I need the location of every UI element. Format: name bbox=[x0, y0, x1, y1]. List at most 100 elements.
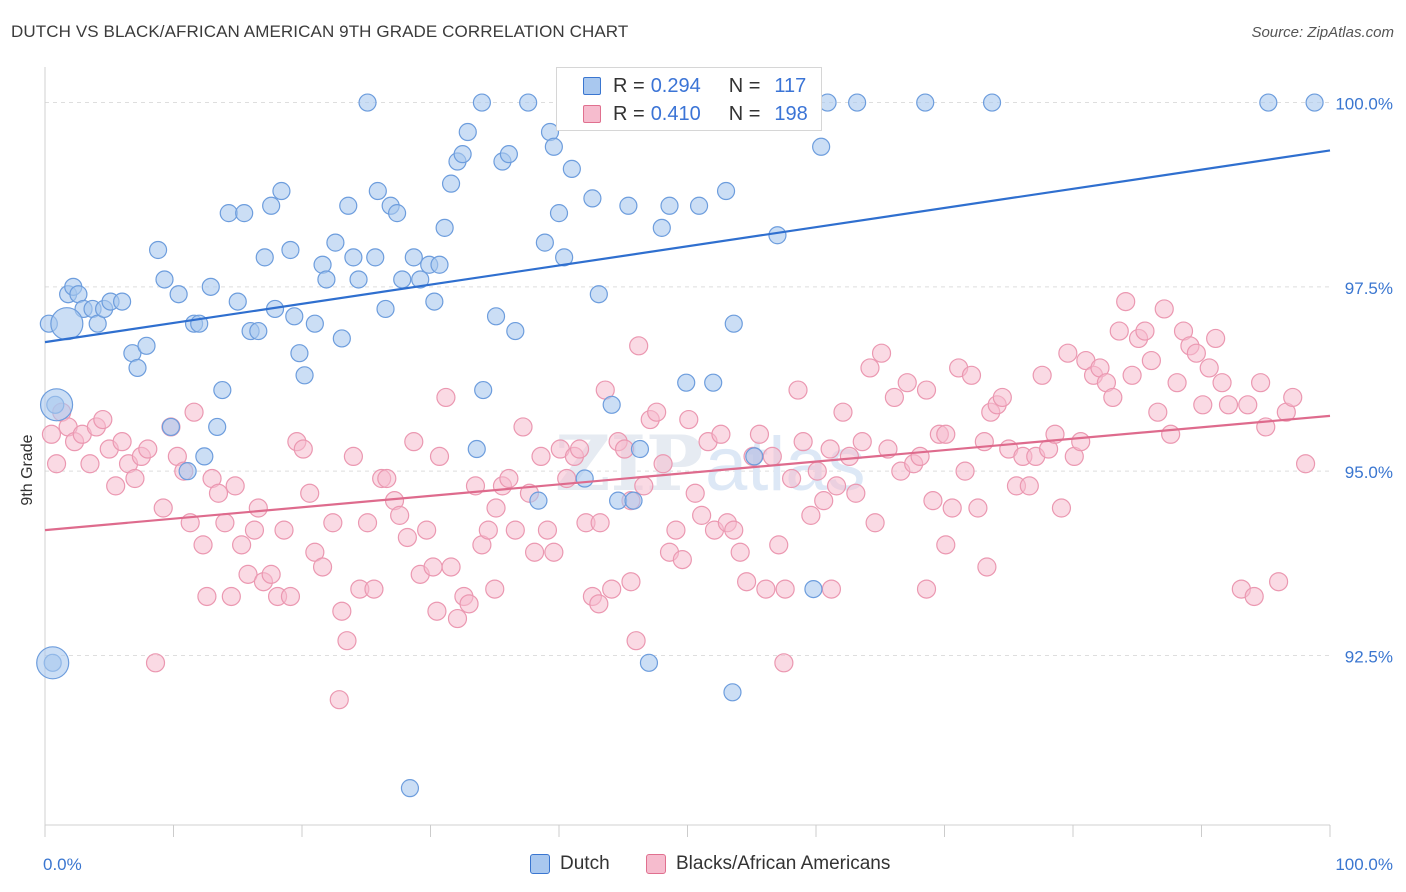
data-point-black bbox=[1193, 395, 1213, 415]
data-point-black bbox=[629, 336, 649, 356]
data-point-dutch bbox=[562, 159, 581, 178]
data-point-black bbox=[569, 439, 590, 459]
data-point-black bbox=[280, 586, 301, 607]
data-point-black bbox=[679, 409, 699, 430]
data-point-black bbox=[1167, 373, 1187, 393]
data-point-black bbox=[1199, 358, 1219, 378]
data-point-black bbox=[300, 483, 320, 503]
data-point-black bbox=[910, 446, 930, 467]
data-point-dutch bbox=[1305, 93, 1324, 112]
data-point-black bbox=[1045, 424, 1065, 444]
data-point-black bbox=[884, 387, 904, 408]
data-point-black bbox=[647, 402, 667, 422]
data-point-dutch bbox=[982, 93, 1002, 112]
data-point-black bbox=[1251, 373, 1271, 393]
y-tick-label: 100.0% bbox=[1335, 95, 1393, 114]
data-point-dutch bbox=[178, 462, 197, 481]
axis-labels: 92.5% 95.0% 97.5% 100.0% 0.0% 100.0% 9th Grade bbox=[19, 95, 1393, 874]
data-point-black bbox=[505, 520, 525, 540]
trend-lines bbox=[44, 149, 1331, 532]
data-point-dutch bbox=[441, 174, 461, 193]
stats-legend: R = 0.294 N = 117 R = 0.410 N = 198 bbox=[556, 67, 822, 131]
black-n-value: 198 bbox=[774, 102, 808, 125]
data-point-dutch bbox=[305, 314, 324, 333]
data-point-black bbox=[1218, 395, 1239, 415]
data-point-dutch bbox=[768, 226, 787, 245]
data-point-black bbox=[531, 446, 551, 467]
data-point-black bbox=[397, 527, 417, 548]
data-point-black bbox=[756, 579, 776, 599]
data-point-black bbox=[923, 491, 943, 511]
data-point-dutch bbox=[453, 145, 472, 164]
data-point-black bbox=[936, 535, 956, 555]
data-point-black bbox=[626, 631, 646, 651]
data-point-black bbox=[1019, 476, 1039, 496]
data-point-black bbox=[826, 476, 847, 496]
data-point-dutch bbox=[376, 299, 395, 319]
data-point-black bbox=[153, 498, 173, 518]
data-point-dutch bbox=[317, 270, 336, 289]
trend-line bbox=[44, 414, 1331, 532]
bottom-legend: Dutch Blacks/African Americans bbox=[0, 850, 1406, 878]
data-point-dutch bbox=[326, 233, 345, 252]
data-point-black bbox=[1161, 424, 1181, 444]
data-point-dutch bbox=[213, 380, 232, 400]
data-point-black bbox=[485, 579, 505, 599]
data-point-dutch bbox=[219, 204, 238, 223]
data-point-dutch bbox=[486, 307, 506, 326]
data-point-dutch bbox=[387, 204, 407, 223]
data-point-black bbox=[769, 535, 789, 555]
legend-black-label: Blacks/African Americans bbox=[676, 853, 891, 874]
data-point-dutch bbox=[704, 373, 723, 392]
data-point-black bbox=[774, 653, 794, 673]
data-point-dutch bbox=[544, 137, 563, 156]
data-point-black bbox=[238, 564, 258, 584]
data-point-black bbox=[1109, 321, 1129, 341]
data-point-dutch bbox=[411, 270, 430, 289]
data-point-dutch bbox=[339, 196, 358, 215]
data-point-black bbox=[1295, 454, 1316, 474]
data-point-dutch bbox=[458, 122, 477, 142]
data-point-black bbox=[897, 373, 917, 393]
data-point-black bbox=[337, 631, 357, 651]
data-point-dutch bbox=[689, 196, 709, 215]
data-point-black bbox=[860, 358, 880, 378]
series-black-points bbox=[41, 291, 1316, 710]
data-point-black bbox=[955, 461, 975, 481]
data-point-black bbox=[305, 542, 325, 562]
data-point-dutch bbox=[255, 248, 274, 267]
data-point-black bbox=[459, 594, 479, 614]
chart-title: DUTCH VS BLACK/AFRICAN AMERICAN 9TH GRAD… bbox=[11, 22, 629, 41]
data-point-black bbox=[193, 535, 213, 555]
data-point-black bbox=[343, 446, 363, 467]
dutch-n-value: 117 bbox=[774, 74, 807, 97]
data-point-black bbox=[80, 454, 100, 474]
data-point-black bbox=[427, 601, 447, 621]
data-point-black bbox=[871, 343, 892, 363]
x-tick-label-min: 0.0% bbox=[43, 855, 82, 874]
data-point-dutch bbox=[169, 285, 188, 304]
data-point-black bbox=[184, 402, 204, 422]
data-point-dutch bbox=[609, 491, 628, 510]
black-r-label: R = bbox=[613, 102, 645, 125]
data-point-black bbox=[429, 446, 450, 467]
data-point-black bbox=[1103, 387, 1123, 408]
data-point-black bbox=[666, 520, 686, 540]
data-point-black bbox=[821, 579, 842, 599]
data-point-dutch bbox=[208, 417, 227, 437]
legend-dutch-swatch bbox=[530, 854, 550, 874]
data-point-dutch bbox=[602, 395, 621, 414]
data-point-black bbox=[793, 432, 813, 452]
data-point-black bbox=[436, 387, 456, 408]
data-point-black bbox=[1032, 365, 1052, 385]
data-point-black bbox=[125, 468, 145, 489]
data-point-dutch-large bbox=[50, 307, 84, 341]
data-point-black bbox=[208, 483, 229, 503]
data-point-black bbox=[293, 439, 313, 459]
data-point-black bbox=[274, 520, 294, 540]
data-point-black bbox=[417, 520, 437, 540]
data-point-dutch bbox=[393, 270, 412, 289]
data-point-dutch-large bbox=[39, 388, 74, 422]
data-point-black bbox=[781, 468, 802, 489]
